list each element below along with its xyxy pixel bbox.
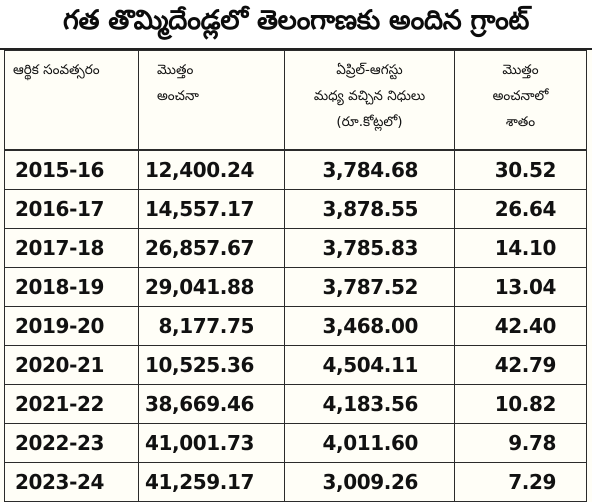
title-band: గత తొమ్మిదేండ్లలో తెలంగాణకు అందిన గ్రాంట…	[0, 0, 592, 50]
total-estimate-cell: 8,177.75	[138, 306, 285, 346]
header-year-line: ఆర్థిక సంవత్సరం	[13, 62, 100, 78]
percentage-cell: 30.52	[454, 149, 587, 190]
percentage-cell: 9.78	[454, 423, 587, 463]
percentage-cell: 14.10	[454, 228, 587, 268]
header-pct-line-1: మొత్తం	[502, 62, 539, 78]
funds-received-cell: 3,009.26	[284, 462, 455, 502]
header-funds-line-2: మధ్య వచ్చిన నిధులు	[313, 88, 426, 104]
percentage-cell: 10.82	[454, 384, 587, 424]
header-total-estimate: మొత్తం అంచనా	[138, 50, 285, 151]
header-percentage: మొత్తం అంచనాలో శాతం	[454, 50, 587, 151]
header-funds-line-1: ఏప్రిల్‌-ఆగస్టు	[336, 62, 403, 78]
funds-received-cell: 3,787.52	[284, 267, 455, 307]
year-cell: 2021-22	[4, 384, 139, 424]
total-estimate-cell: 38,669.46	[138, 384, 285, 424]
total-estimate-cell: 12,400.24	[138, 149, 285, 190]
funds-received-cell: 3,468.00	[284, 306, 455, 346]
total-estimate-cell: 14,557.17	[138, 189, 285, 229]
table-row: 2019-20 8,177.75 3,468.00 42.40	[4, 306, 587, 346]
page-title: గత తొమ్మిదేండ్లలో తెలంగాణకు అందిన గ్రాంట…	[63, 5, 529, 36]
header-funds-line-3: (రూ.కోట్లలో)	[336, 114, 403, 130]
header-row: ఆర్థిక సంవత్సరం మొత్తం అంచనా ఏప్రిల్‌-ఆగ…	[4, 50, 587, 151]
year-cell: 2023-24	[4, 462, 139, 502]
funds-received-cell: 4,183.56	[284, 384, 455, 424]
total-estimate-cell: 29,041.88	[138, 267, 285, 307]
percentage-cell: 13.04	[454, 267, 587, 307]
grants-table: ఆర్థిక సంవత్సరం మొత్తం అంచనా ఏప్రిల్‌-ఆగ…	[4, 50, 587, 502]
year-cell: 2016-17	[4, 189, 139, 229]
percentage-cell: 42.79	[454, 345, 587, 385]
year-cell: 2018-19	[4, 267, 139, 307]
table-row: 2020-21 10,525.36 4,504.11 42.79	[4, 345, 587, 385]
table-row: 2016-17 14,557.17 3,878.55 26.64	[4, 189, 587, 229]
funds-received-cell: 3,785.83	[284, 228, 455, 268]
table-row: 2018-19 29,041.88 3,787.52 13.04	[4, 267, 587, 307]
header-year: ఆర్థిక సంవత్సరం	[4, 50, 139, 151]
total-estimate-cell: 41,259.17	[138, 462, 285, 502]
percentage-cell: 42.40	[454, 306, 587, 346]
header-pct-line-3: శాతం	[505, 114, 536, 130]
total-estimate-cell: 10,525.36	[138, 345, 285, 385]
table-row: 2023-24 41,259.17 3,009.26 7.29	[4, 462, 587, 502]
percentage-cell: 26.64	[454, 189, 587, 229]
table-row: 2022-23 41,001.73 4,011.60 9.78	[4, 423, 587, 463]
total-estimate-cell: 26,857.67	[138, 228, 285, 268]
funds-received-cell: 4,504.11	[284, 345, 455, 385]
table-row: 2015-16 12,400.24 3,784.68 30.52	[4, 149, 587, 190]
year-cell: 2015-16	[4, 149, 139, 190]
year-cell: 2017-18	[4, 228, 139, 268]
table-row: 2021-22 38,669.46 4,183.56 10.82	[4, 384, 587, 424]
header-funds-received: ఏప్రిల్‌-ఆగస్టు మధ్య వచ్చిన నిధులు (రూ.క…	[284, 50, 455, 151]
year-cell: 2019-20	[4, 306, 139, 346]
funds-received-cell: 4,011.60	[284, 423, 455, 463]
funds-received-cell: 3,784.68	[284, 149, 455, 190]
table-row: 2017-18 26,857.67 3,785.83 14.10	[4, 228, 587, 268]
year-cell: 2020-21	[4, 345, 139, 385]
header-total-line-1: మొత్తం	[157, 62, 194, 78]
funds-received-cell: 3,878.55	[284, 189, 455, 229]
total-estimate-cell: 41,001.73	[138, 423, 285, 463]
percentage-cell: 7.29	[454, 462, 587, 502]
header-total-line-2: అంచనా	[157, 88, 199, 104]
header-pct-line-2: అంచనాలో	[492, 88, 549, 104]
year-cell: 2022-23	[4, 423, 139, 463]
